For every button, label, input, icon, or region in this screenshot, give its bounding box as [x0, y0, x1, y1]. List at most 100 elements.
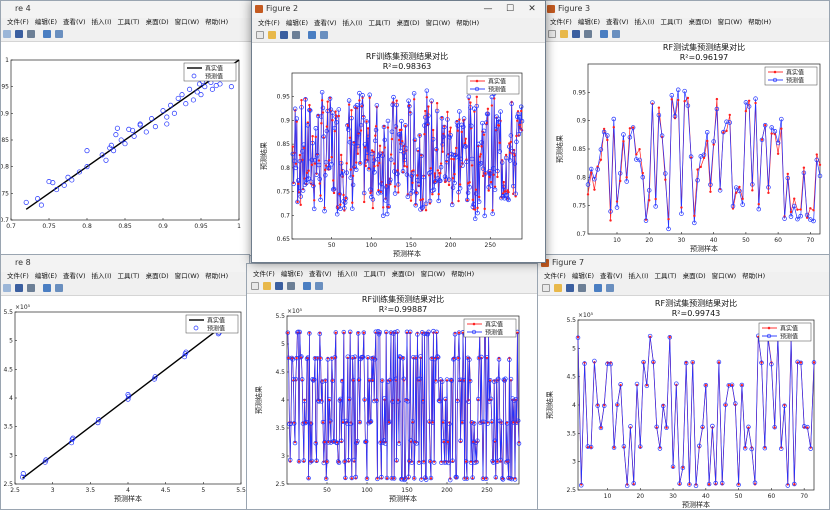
open-icon[interactable] — [268, 31, 276, 39]
menu-tools[interactable]: 工具(T) — [660, 18, 683, 26]
true-marker — [751, 189, 754, 192]
menu-window[interactable]: 窗口(W) — [420, 270, 446, 278]
legend-icon[interactable] — [320, 31, 328, 39]
save-icon[interactable] — [15, 284, 23, 292]
menu-desktop[interactable]: 桌面(D) — [145, 272, 169, 280]
new-icon[interactable] — [256, 31, 264, 39]
figure-window-5[interactable]: 文件(F) 编辑(E) 查看(V) 插入(I) 工具(T) 桌面(D) 窗口(W) 帮助(H)… — [246, 263, 541, 510]
colorbar-icon[interactable] — [303, 282, 311, 290]
menu-insert[interactable]: 插入(I) — [91, 272, 112, 280]
menu-help[interactable]: 帮助(H) — [456, 19, 480, 27]
save-icon[interactable] — [15, 30, 23, 38]
menu-desktop[interactable]: 桌面(D) — [145, 18, 169, 26]
menu-window[interactable]: 窗口(W) — [717, 18, 743, 26]
menu-view[interactable]: 查看(V) — [606, 18, 629, 26]
print-icon[interactable] — [27, 284, 35, 292]
menu-edit[interactable]: 编辑(E) — [577, 18, 600, 26]
menu-tools[interactable]: 工具(T) — [117, 272, 140, 280]
menu-tools[interactable]: 工具(T) — [117, 18, 140, 26]
menu-window[interactable]: 窗口(W) — [174, 18, 200, 26]
menu-view[interactable]: 查看(V) — [63, 18, 86, 26]
open-icon[interactable] — [3, 30, 11, 38]
print-icon[interactable] — [27, 30, 35, 38]
save-icon[interactable] — [280, 31, 288, 39]
menu-insert[interactable]: 插入(I) — [634, 18, 655, 26]
window-titlebar[interactable]: Figure 7 — [538, 255, 829, 272]
close-button[interactable]: ✕ — [528, 4, 536, 14]
new-icon[interactable] — [542, 284, 550, 292]
menu-view[interactable]: 查看(V) — [309, 270, 332, 278]
colorbar-icon[interactable] — [43, 30, 51, 38]
open-icon[interactable] — [3, 284, 11, 292]
menu-view[interactable]: 查看(V) — [314, 19, 337, 27]
menu-file[interactable]: 文件(F) — [253, 270, 275, 278]
menu-insert[interactable]: 插入(I) — [91, 18, 112, 26]
save-icon[interactable] — [572, 30, 580, 38]
menu-desktop[interactable]: 桌面(D) — [396, 19, 420, 27]
window-titlebar[interactable]: Figure 3 — [544, 1, 829, 18]
menu-insert[interactable]: 插入(I) — [337, 270, 358, 278]
menu-edit[interactable]: 编辑(E) — [571, 272, 594, 280]
menu-tools[interactable]: 工具(T) — [654, 272, 677, 280]
menu-help[interactable]: 帮助(H) — [742, 272, 766, 280]
menu-file[interactable]: 文件(F) — [258, 19, 280, 27]
print-icon[interactable] — [584, 30, 592, 38]
pred-marker — [805, 424, 810, 430]
print-icon[interactable] — [287, 282, 295, 290]
colorbar-icon[interactable] — [594, 284, 602, 292]
legend-icon[interactable] — [55, 284, 63, 292]
pred-marker — [414, 441, 419, 446]
legend-icon[interactable] — [606, 284, 614, 292]
figure-window-2[interactable]: Figure 2 — ☐ ✕ 文件(F) 编辑(E) 查看(V) 插入(I) 工具(T)… — [251, 0, 546, 263]
menu-file[interactable]: 文件(F) — [550, 18, 572, 26]
figure-window-7[interactable]: Figure 7 文件(F) 编辑(E) 查看(V) 插入(I) 工具(T) 桌面(D) 窗… — [537, 254, 830, 510]
menu-edit[interactable]: 编辑(E) — [34, 18, 57, 26]
menu-insert[interactable]: 插入(I) — [628, 272, 649, 280]
menu-desktop[interactable]: 桌面(D) — [391, 270, 415, 278]
minimize-button[interactable]: — — [483, 4, 493, 14]
menu-file[interactable]: 文件(F) — [7, 272, 29, 280]
menu-tools[interactable]: 工具(T) — [368, 19, 391, 27]
menu-desktop[interactable]: 桌面(D) — [688, 18, 712, 26]
save-icon[interactable] — [275, 282, 283, 290]
menu-help[interactable]: 帮助(H) — [748, 18, 772, 26]
menu-insert[interactable]: 插入(I) — [342, 19, 363, 27]
colorbar-icon[interactable] — [308, 31, 316, 39]
menu-file[interactable]: 文件(F) — [7, 18, 29, 26]
legend-icon[interactable] — [612, 30, 620, 38]
maximize-button[interactable]: ☐ — [505, 4, 515, 14]
window-titlebar[interactable]: Figure 2 — ☐ ✕ — [252, 1, 545, 18]
pred-marker — [617, 171, 623, 176]
menu-help[interactable]: 帮助(H) — [451, 270, 475, 278]
figure-window-4[interactable]: re 4 文件(F) 编辑(E) 查看(V) 插入(I) 工具(T) 桌面(D) 窗口(W)… — [0, 0, 252, 256]
menu-window[interactable]: 窗口(W) — [425, 19, 451, 27]
menu-edit[interactable]: 编辑(E) — [280, 270, 303, 278]
menu-help[interactable]: 帮助(H) — [205, 272, 229, 280]
save-icon[interactable] — [566, 284, 574, 292]
legend-icon[interactable] — [315, 282, 323, 290]
figure-window-3[interactable]: Figure 3 文件(F) 编辑(E) 查看(V) 插入(I) 工具(T) 桌面(D) 窗… — [543, 0, 830, 257]
new-icon[interactable] — [548, 30, 556, 38]
menu-edit[interactable]: 编辑(E) — [34, 272, 57, 280]
menu-window[interactable]: 窗口(W) — [174, 272, 200, 280]
legend-icon[interactable] — [55, 30, 63, 38]
menu-desktop[interactable]: 桌面(D) — [682, 272, 706, 280]
open-icon[interactable] — [263, 282, 271, 290]
open-icon[interactable] — [560, 30, 568, 38]
print-icon[interactable] — [292, 31, 300, 39]
print-icon[interactable] — [578, 284, 586, 292]
menu-window[interactable]: 窗口(W) — [711, 272, 737, 280]
open-icon[interactable] — [554, 284, 562, 292]
figure-window-8[interactable]: re 8 文件(F) 编辑(E) 查看(V) 插入(I) 工具(T) 桌面(D) 窗口(W)… — [0, 254, 250, 510]
menu-edit[interactable]: 编辑(E) — [285, 19, 308, 27]
menu-tools[interactable]: 工具(T) — [363, 270, 386, 278]
colorbar-icon[interactable] — [43, 284, 51, 292]
menu-file[interactable]: 文件(F) — [544, 272, 566, 280]
window-titlebar[interactable]: re 4 — [1, 1, 251, 18]
menu-help[interactable]: 帮助(H) — [205, 18, 229, 26]
menu-view[interactable]: 查看(V) — [63, 272, 86, 280]
menu-view[interactable]: 查看(V) — [600, 272, 623, 280]
colorbar-icon[interactable] — [600, 30, 608, 38]
window-titlebar[interactable]: re 8 — [1, 255, 249, 272]
new-icon[interactable] — [251, 282, 259, 290]
